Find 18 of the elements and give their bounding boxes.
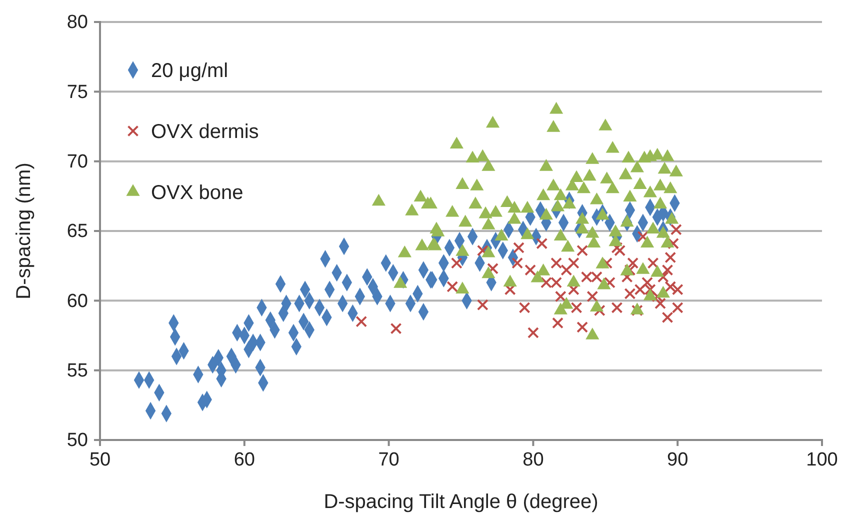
y-tick-label: 70 [66,151,88,172]
x-axis-title: D-spacing Tilt Angle θ (degree) [324,491,598,513]
y-tick-label: 55 [66,360,88,382]
legend-label: OVX dermis [151,121,259,143]
x-tick-label: 60 [234,449,255,470]
legend-label: 20 μg/ml [151,60,228,82]
x-tick-label: 50 [89,449,111,470]
x-tick-label: 70 [378,449,400,470]
y-axis-title: D-spacing (nm) [13,162,35,300]
legend-label: OVX bone [151,182,244,204]
y-tick-label: 50 [66,430,88,452]
y-tick-label: 75 [66,82,88,103]
x-tick-label: 80 [522,449,544,470]
y-tick-label: 80 [66,12,88,34]
y-tick-label: 65 [66,221,88,242]
x-tick-label: 90 [667,449,688,470]
x-tick-label: 100 [806,449,838,470]
y-tick-label: 60 [66,290,88,312]
